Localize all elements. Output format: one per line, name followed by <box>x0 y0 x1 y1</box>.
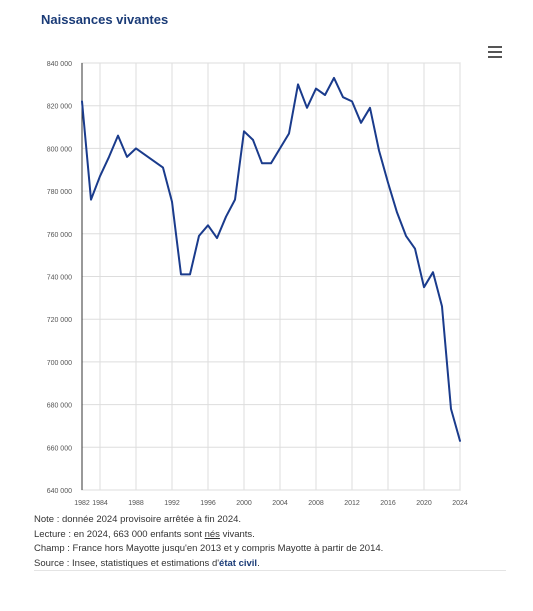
x-tick-label: 2004 <box>272 500 288 505</box>
x-tick-label: 2020 <box>416 500 432 505</box>
hamburger-menu-icon[interactable] <box>488 46 502 58</box>
lecture-text: Lecture : en 2024, 663 000 enfants sont … <box>34 528 383 543</box>
champ-text: Champ : France hors Mayotte jusqu'en 201… <box>34 543 384 554</box>
x-tick-label: 2012 <box>344 500 360 505</box>
chart-notes: Note : donnée 2024 provisoire arrêtée à … <box>34 513 383 571</box>
y-tick-label: 660 000 <box>47 445 72 452</box>
y-tick-label: 760 000 <box>47 232 72 239</box>
y-tick-label: 780 000 <box>47 189 72 196</box>
x-tick-label: 1984 <box>92 500 108 505</box>
y-tick-label: 740 000 <box>47 275 72 282</box>
divider <box>34 570 506 571</box>
y-tick-label: 680 000 <box>47 403 72 410</box>
births-series-line <box>81 76 461 442</box>
y-tick-label: 640 000 <box>47 488 72 495</box>
x-tick-label: 1982 <box>74 500 90 505</box>
x-tick-label: 1992 <box>164 500 180 505</box>
chart-title: Naissances vivantes <box>41 12 169 27</box>
x-tick-label: 1996 <box>200 500 216 505</box>
y-tick-label: 800 000 <box>47 146 72 153</box>
line-chart: 640 000 660 000 680 000 700 000 720 000 740 0… <box>47 61 468 505</box>
y-tick-label: 820 000 <box>47 104 72 111</box>
y-tick-label: 840 000 <box>47 61 72 68</box>
source-prefix: Source : Insee, statistiques et estimati… <box>34 557 220 569</box>
x-tick-label: 1988 <box>128 500 144 505</box>
lecture-link[interactable]: nés <box>204 528 220 540</box>
menu-bar <box>488 56 502 58</box>
source-suffix: . <box>257 557 260 569</box>
menu-bar <box>488 46 502 48</box>
y-tick-label: 700 000 <box>47 360 72 367</box>
menu-bar <box>488 51 502 53</box>
note-text: Note : donnée 2024 provisoire arrêtée à … <box>34 514 242 525</box>
x-tick-label: 2000 <box>236 500 252 505</box>
lecture-prefix: Lecture : en 2024, 663 000 enfants sont <box>34 528 205 540</box>
y-tick-label: 720 000 <box>47 317 72 324</box>
x-tick-label: 2008 <box>308 500 324 505</box>
x-tick-label: 2016 <box>380 500 396 505</box>
x-tick-label: 2024 <box>452 500 468 505</box>
etat-civil-link[interactable]: état civil <box>219 557 258 569</box>
lecture-suffix: vivants. <box>219 528 255 540</box>
source-text: Source : Insee, statistiques et estimati… <box>34 557 383 572</box>
